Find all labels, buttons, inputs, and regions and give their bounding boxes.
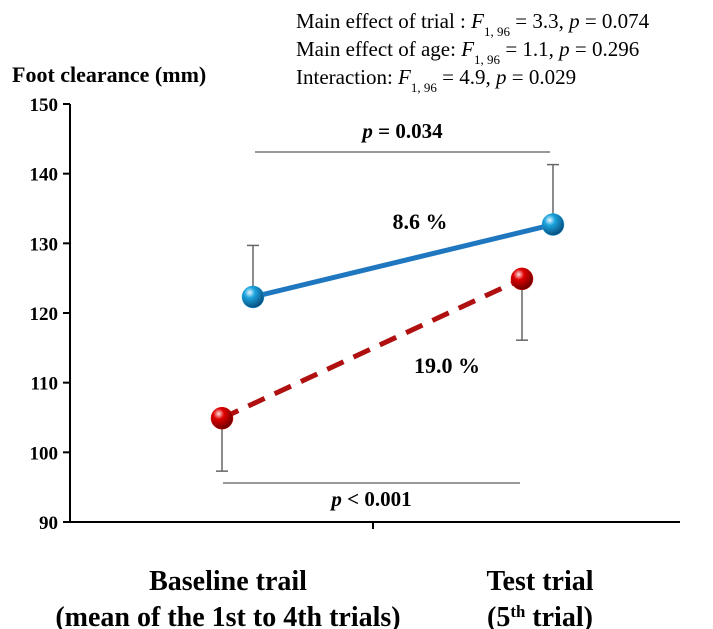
text-segment: (5 [487, 602, 510, 629]
text-segment: Interaction: [296, 65, 398, 89]
y-axis-label: Foot clearance (mm) [12, 62, 206, 87]
change-label: 8.6 % [393, 209, 448, 234]
text-segment: 1, 96 [474, 52, 501, 67]
data-point [210, 406, 234, 430]
x-tick-label: Baseline trail [149, 566, 307, 597]
text-segment: p [494, 65, 507, 89]
data-point [510, 267, 534, 291]
stats-text: Interaction: F1, 96 = 4.9, p = 0.029 [296, 65, 576, 95]
text-segment: p [329, 487, 342, 511]
text-segment: = 0.074 [580, 9, 650, 33]
x-tick-label: (5th trial) [487, 602, 593, 629]
y-tick-label: 150 [30, 95, 59, 116]
y-tick-label: 90 [39, 513, 58, 534]
data-point [541, 213, 565, 236]
text-segment: p [360, 119, 373, 143]
change-label: 19.0 % [414, 353, 480, 378]
text-segment: p [557, 37, 570, 61]
x-tick-label: Test trial [486, 566, 593, 597]
text-segment: Baseline trail [149, 566, 307, 597]
text-segment: F [470, 9, 484, 33]
y-tick-label: 130 [30, 234, 59, 255]
text-segment: F [397, 65, 411, 89]
text-segment: Main effect of age: [296, 37, 461, 61]
stats-text: Main effect of trial : F1, 96 = 3.3, p =… [296, 9, 650, 39]
y-tick-label: 100 [30, 443, 59, 464]
stats-text: Main effect of age: F1, 96 = 1.1, p = 0.… [296, 37, 639, 67]
y-tick-label: 140 [30, 165, 59, 186]
text-segment: 1, 96 [484, 24, 511, 39]
text-segment: Test trial [486, 566, 593, 597]
text-segment: 1, 96 [411, 80, 438, 95]
significance-label: p = 0.034 [360, 119, 443, 143]
text-segment: = 0.034 [373, 119, 443, 143]
text-segment: = 0.029 [507, 65, 577, 89]
data-point [241, 285, 265, 309]
text-segment: = 0.296 [570, 37, 640, 61]
text-segment: Main effect of trial : [296, 9, 471, 33]
text-segment: p [567, 9, 580, 33]
series-line [220, 276, 524, 421]
y-tick-label: 110 [31, 374, 58, 395]
text-segment: < 0.001 [342, 487, 412, 511]
x-tick-label: (mean of the 1st to 4th trials) [55, 602, 400, 629]
text-segment: th [510, 602, 526, 621]
text-segment: = 1.1, [500, 37, 559, 61]
series-line [252, 222, 554, 300]
text-segment: = 4.9, [437, 65, 496, 89]
text-segment: (mean of the 1st to 4th trials) [55, 602, 400, 629]
y-tick-label: 120 [30, 304, 59, 325]
text-segment: trial) [525, 602, 593, 629]
text-segment: = 3.3, [510, 9, 569, 33]
text-segment: F [460, 37, 474, 61]
significance-label: p < 0.001 [329, 487, 411, 511]
